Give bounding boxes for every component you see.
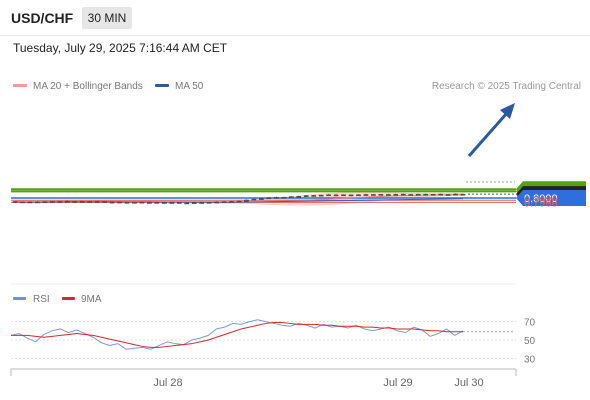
forecast-arrow-head [500, 103, 515, 119]
candle-body [20, 201, 25, 204]
rsi-legend-label: RSI [33, 294, 50, 305]
forecast-arrow [467, 103, 515, 157]
candle-body [386, 194, 391, 196]
candle-body [430, 194, 436, 196]
candlesticks [12, 193, 466, 205]
ma20-legend-swatch [13, 84, 27, 87]
copyright-text: Research © 2025 Trading Central [432, 81, 581, 92]
candle-body [423, 194, 428, 196]
candle-body [94, 201, 100, 203]
rsi-legend-swatch [13, 297, 26, 300]
candle-body [229, 201, 234, 203]
ma50-legend-swatch [155, 84, 169, 87]
rsi-tick-50: 50 [524, 336, 536, 347]
candle-body [169, 202, 175, 204]
candle-body [266, 197, 272, 200]
candle-body [371, 194, 376, 196]
candle-body [244, 199, 249, 202]
candle-body [348, 194, 354, 197]
candle-body [117, 201, 122, 204]
candle-body [79, 201, 85, 203]
candle-body [236, 200, 242, 203]
x-tick-label: Jul 29 [383, 377, 412, 389]
candle-body [57, 201, 63, 203]
candle-body [400, 193, 406, 196]
timeframe-button[interactable]: 30 MIN [82, 7, 132, 29]
candle-body [438, 193, 443, 196]
candle-body [199, 202, 204, 204]
candle-body [378, 194, 384, 196]
candle-body [460, 193, 466, 196]
candle-body [206, 202, 212, 204]
candle-body [147, 202, 152, 204]
level-label-bg [516, 190, 586, 206]
timestamp: Tuesday, July 29, 2025 7:16:44 AM CET [13, 41, 228, 55]
candle-body [184, 202, 190, 205]
candle-body [311, 195, 316, 197]
candle-body [274, 197, 279, 199]
candle-body [251, 198, 257, 201]
x-axis-labels: Jul 28 Jul 29 Jul 30 [153, 377, 483, 389]
candle-body [64, 201, 70, 203]
candle-body [221, 201, 227, 203]
candle-body [393, 194, 399, 196]
level-label-0.7960: 0.7960 [524, 197, 558, 209]
candle-body [288, 196, 294, 198]
rsi-ma-line [11, 322, 463, 348]
candle-body [281, 196, 287, 199]
candle-body [176, 202, 182, 204]
candle-body [154, 202, 160, 204]
candle-body [162, 202, 167, 204]
x-tick-label: Jul 28 [153, 377, 182, 389]
candle-body [303, 195, 309, 197]
candle-body [356, 194, 361, 197]
candle-body [214, 201, 219, 204]
candle-body [191, 202, 197, 204]
symbol-label: USD/CHF [11, 10, 74, 26]
chart-header: USD/CHF 30 MIN [0, 0, 590, 36]
candle-body [35, 201, 40, 204]
candle-body [27, 201, 33, 204]
candle-body [109, 201, 115, 204]
candle-body [326, 194, 331, 197]
candle-body [259, 198, 264, 200]
candle-body [453, 193, 458, 196]
rsi-line [10, 319, 464, 350]
x-tick-label: Jul 30 [454, 377, 483, 389]
candle-body [408, 194, 414, 196]
level-label-0.8000: 0.8000 [524, 193, 558, 205]
rsi-tick-30: 30 [524, 354, 536, 365]
candle-body [445, 194, 451, 196]
candle-body [102, 201, 107, 203]
level-label-0.7980: 0.7980 [524, 195, 558, 207]
header-divider [0, 35, 590, 36]
candle-body [296, 196, 302, 198]
candle-body [12, 201, 18, 203]
rsi-tick-70: 70 [524, 318, 536, 329]
candle-body [333, 194, 339, 197]
candle-body [139, 201, 145, 204]
candle-body [318, 194, 324, 197]
candle-body [42, 201, 48, 203]
ma9-legend-label: 9MA [81, 294, 102, 305]
ma20-legend-label: MA 20 + Bollinger Bands [33, 81, 143, 92]
candle-body [363, 194, 369, 196]
candle-body [341, 194, 346, 197]
rsi-panel: 70 50 30 [10, 318, 536, 365]
candle-body [415, 194, 421, 196]
candle-body [50, 201, 55, 203]
ma9-legend-swatch [62, 297, 75, 300]
candle-body [132, 202, 137, 204]
forecast-arrow-shaft [467, 112, 509, 157]
candle-body [87, 201, 92, 203]
candle-body [72, 201, 78, 203]
ma50-legend-label: MA 50 [175, 81, 204, 92]
candle-body [124, 202, 130, 204]
